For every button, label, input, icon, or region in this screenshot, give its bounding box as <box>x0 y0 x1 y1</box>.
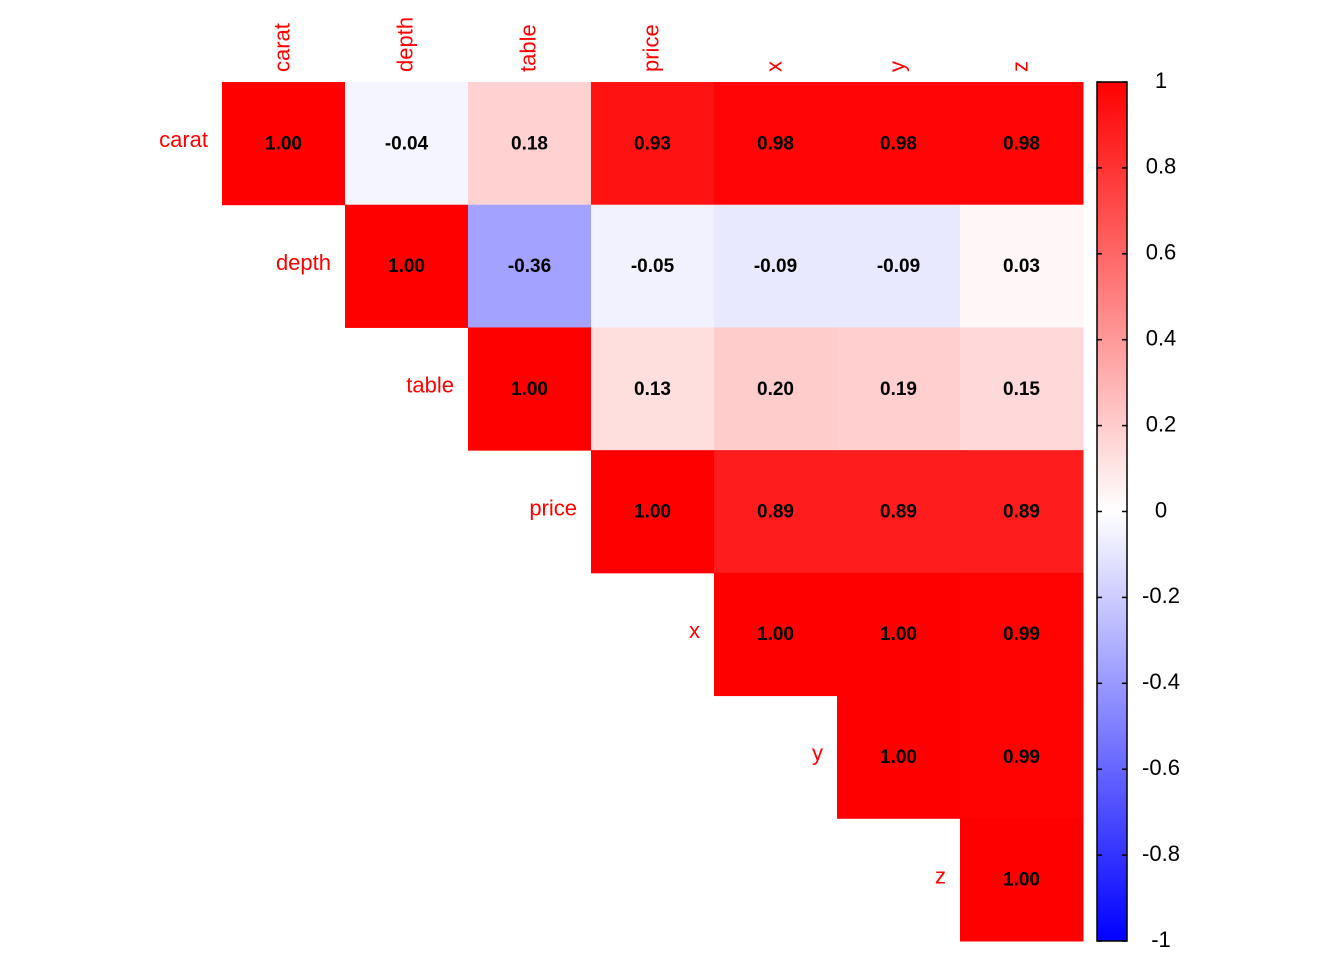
cell-label: 0.89 <box>880 502 917 523</box>
column-label: x <box>761 61 786 72</box>
heatmap-cell <box>960 204 1084 328</box>
cell-label: 1.00 <box>880 747 917 768</box>
column-label: table <box>515 24 540 72</box>
cell-label: 0.98 <box>880 133 917 154</box>
heatmap-cell <box>837 204 961 328</box>
cell-label: 0.19 <box>880 379 917 400</box>
heatmap-cell <box>837 450 961 574</box>
heatmap-cell <box>837 327 961 451</box>
cell-label: -0.04 <box>385 133 429 154</box>
cell-label: 0.13 <box>634 379 671 400</box>
cell-label: -0.09 <box>754 256 797 277</box>
row-label: y <box>812 741 823 766</box>
cell-label: 0.93 <box>634 133 671 154</box>
heatmap-cell <box>468 82 592 206</box>
cell-label: 0.98 <box>1003 133 1040 154</box>
cell-label: 0.89 <box>757 502 794 523</box>
column-label: z <box>1007 61 1032 72</box>
colorbar-tick-label: -0.8 <box>1142 841 1180 866</box>
colorbar-tick-label: 0.2 <box>1146 411 1177 436</box>
cell-label: 0.15 <box>1003 379 1040 400</box>
cell-label: 0.18 <box>511 133 548 154</box>
colorbar-tick-label: -1 <box>1151 927 1171 952</box>
heatmap-cell <box>591 82 715 206</box>
cell-label: 1.00 <box>265 133 302 154</box>
heatmap-cell <box>714 572 838 697</box>
colorbar-tick-label: 0.8 <box>1146 154 1177 179</box>
cell-label: 0.03 <box>1003 256 1040 277</box>
heatmap-cell <box>714 327 838 451</box>
row-label: depth <box>276 250 331 275</box>
heatmap-cell <box>960 818 1084 942</box>
cell-label: 0.99 <box>1003 624 1040 645</box>
row-label: carat <box>159 127 208 152</box>
heatmap-cell <box>960 695 1084 819</box>
heatmap-cell <box>468 327 592 451</box>
heatmap-cell <box>468 204 592 328</box>
heatmap-cell <box>960 450 1084 574</box>
heatmap-cell <box>714 82 838 206</box>
colorbar-tick-label: 0 <box>1155 497 1167 522</box>
heatmap-cell <box>960 82 1084 206</box>
row-label: z <box>935 863 946 888</box>
cell-label: 1.00 <box>1003 870 1040 891</box>
cell-label: 0.98 <box>757 133 794 154</box>
cell-label: 0.20 <box>757 379 794 400</box>
heatmap-cell <box>591 450 715 574</box>
cell-label: -0.36 <box>508 256 551 277</box>
cell-label: 0.99 <box>1003 747 1040 768</box>
column-label: y <box>884 61 909 72</box>
row-label: table <box>406 373 454 398</box>
heatmap-cell <box>345 82 469 206</box>
cell-label: -0.09 <box>877 256 920 277</box>
heatmap-cell <box>837 572 961 697</box>
colorbar-tick-label: -0.2 <box>1142 583 1180 608</box>
heatmap-cell <box>837 82 961 206</box>
heatmap-cell <box>345 204 469 328</box>
heatmap-cell <box>222 82 346 206</box>
row-label: price <box>529 495 577 520</box>
heatmap-cell <box>591 327 715 451</box>
colorbar-tick-label: -0.4 <box>1142 669 1180 694</box>
column-label: price <box>638 24 663 72</box>
cell-label: 1.00 <box>634 502 671 523</box>
cell-label: 0.89 <box>1003 502 1040 523</box>
column-label: carat <box>269 23 294 72</box>
cell-label: -0.05 <box>631 256 675 277</box>
row-label: x <box>689 618 700 643</box>
colorbar-tick-label: 0.6 <box>1146 240 1177 265</box>
colorbar-tick-label: 1 <box>1155 68 1167 93</box>
heatmap-cell <box>714 204 838 328</box>
colorbar-tick-label: -0.6 <box>1142 755 1180 780</box>
heatmap-cell <box>960 327 1084 451</box>
cell-label: 1.00 <box>880 624 917 645</box>
heatmap-cell <box>960 572 1084 697</box>
colorbar-tick-label: 0.4 <box>1146 326 1177 351</box>
heatmap-cell <box>837 695 961 819</box>
cell-label: 1.00 <box>757 624 794 645</box>
cell-label: 1.00 <box>388 256 425 277</box>
column-label: depth <box>392 17 417 72</box>
heatmap-cell <box>714 450 838 574</box>
heatmap-cell <box>591 204 715 328</box>
cell-label: 1.00 <box>511 379 548 400</box>
